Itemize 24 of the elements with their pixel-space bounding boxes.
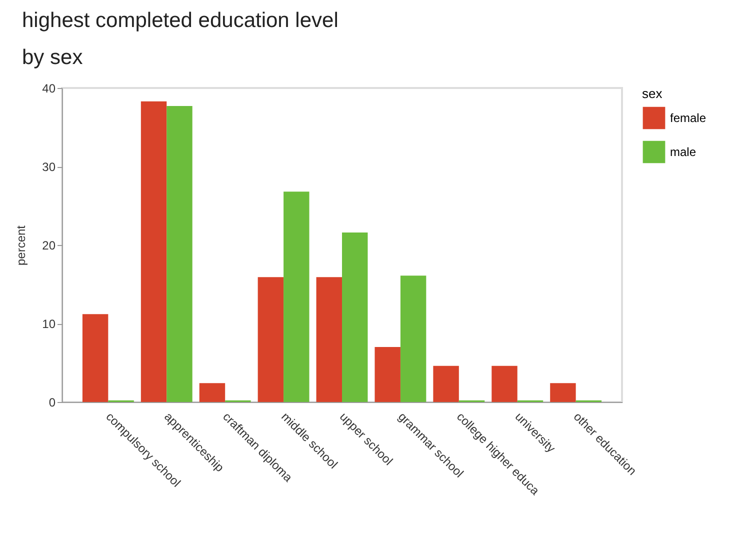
bar bbox=[166, 106, 192, 402]
bar bbox=[140, 101, 167, 402]
chart-subtitle: by sex bbox=[22, 46, 84, 69]
bar bbox=[550, 383, 576, 402]
bar bbox=[374, 347, 400, 402]
bar bbox=[316, 277, 342, 402]
bar bbox=[82, 314, 108, 402]
legend-title: sex bbox=[642, 86, 663, 101]
bar bbox=[342, 232, 368, 402]
y-tick-label: 10 bbox=[42, 317, 56, 331]
bar bbox=[284, 192, 310, 402]
chart-title: highest completed education level bbox=[22, 9, 338, 32]
y-tick-label: 0 bbox=[48, 396, 56, 410]
y-tick-label: 30 bbox=[42, 160, 56, 174]
bar bbox=[199, 383, 226, 402]
legend-label: male bbox=[670, 145, 696, 159]
legend-label: female bbox=[670, 111, 706, 125]
bar bbox=[400, 276, 426, 402]
y-tick-label: 20 bbox=[42, 238, 56, 252]
bar bbox=[258, 277, 284, 402]
bar bbox=[492, 366, 518, 402]
y-tick-label: 40 bbox=[42, 82, 56, 96]
bar bbox=[433, 366, 459, 402]
y-axis-title: percent bbox=[14, 224, 28, 266]
